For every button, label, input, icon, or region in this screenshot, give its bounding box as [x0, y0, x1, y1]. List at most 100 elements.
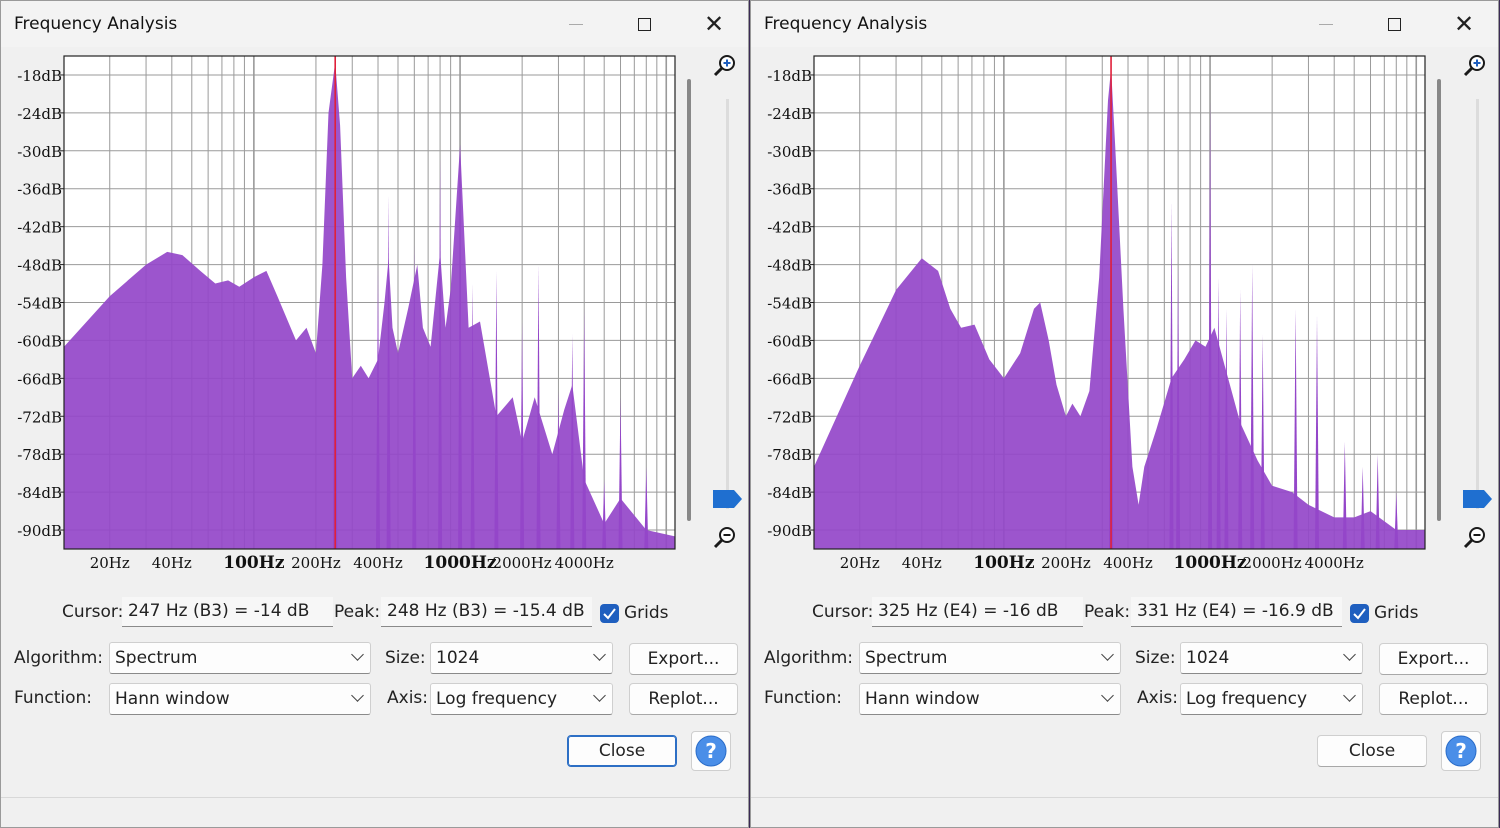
chevron-down-icon [1343, 689, 1356, 702]
cursor-value-field[interactable]: 247 Hz (B3) = -14 dB [122, 597, 333, 627]
spectrum-spike [1360, 466, 1365, 549]
close-window-button[interactable]: ✕ [1429, 1, 1498, 47]
spectrum-spike [1208, 100, 1213, 549]
y-tick-label: -60dB [17, 332, 62, 350]
status-bar-divider [751, 797, 1498, 798]
chevron-down-icon [1101, 689, 1114, 702]
cursor-value-field[interactable]: 325 Hz (E4) = -16 dB [872, 597, 1083, 627]
spectrum-plot[interactable]: -18dB -24dB -30dB -36dB -42dB -48dB -54dB -60dB… [751, 47, 1451, 587]
minimize-button[interactable] [541, 1, 611, 47]
close-button[interactable]: Close [567, 735, 677, 767]
zoom-slider-thumb[interactable] [713, 490, 742, 508]
zoom-in-icon[interactable] [1462, 53, 1488, 79]
grids-checkbox[interactable] [1350, 604, 1369, 623]
cursor-label: Cursor: [812, 602, 874, 622]
close-window-button[interactable]: ✕ [679, 1, 748, 47]
chevron-down-icon [593, 689, 606, 702]
algorithm-label: Algorithm: [764, 648, 853, 668]
y-tick-label: -48dB [767, 257, 812, 275]
function-value: Hann window [115, 689, 230, 709]
zoom-slider-thumb[interactable] [1463, 490, 1492, 508]
axis-select[interactable]: Log frequency [430, 683, 613, 715]
grids-checkbox[interactable] [600, 604, 619, 623]
algorithm-select[interactable]: Spectrum [859, 642, 1121, 674]
function-label: Function: [14, 688, 93, 708]
zoom-slider-track[interactable] [1476, 99, 1479, 509]
peak-value-field[interactable]: 331 Hz (E4) = -16.9 dB [1131, 597, 1342, 627]
function-value: Hann window [865, 689, 980, 709]
checkmark-icon [1353, 608, 1366, 620]
y-tick-label: -36dB [17, 181, 62, 199]
size-select[interactable]: 1024 [430, 642, 613, 674]
minimize-icon [569, 23, 583, 25]
replot-button[interactable]: Replot... [1379, 683, 1488, 715]
grids-label: Grids [1374, 603, 1419, 623]
y-tick-label: -48dB [17, 257, 62, 275]
size-value: 1024 [436, 648, 480, 668]
help-button[interactable]: ? [691, 731, 731, 771]
export-button[interactable]: Export... [1379, 643, 1488, 675]
title-bar[interactable]: Frequency Analysis ✕ [751, 1, 1498, 47]
zoom-out-icon[interactable] [1462, 525, 1488, 551]
y-tick-label: -54dB [767, 295, 812, 313]
spectrum-spikes [1109, 68, 1399, 549]
maximize-button[interactable] [609, 1, 679, 47]
replot-button[interactable]: Replot... [629, 683, 738, 715]
title-bar[interactable]: Frequency Analysis ✕ [1, 1, 748, 47]
x-tick-label: 200Hz [1041, 554, 1091, 572]
zoom-in-icon[interactable] [712, 53, 738, 79]
spectrum-spike [1394, 492, 1399, 549]
spectrum-spike [376, 264, 380, 549]
x-tick-label: 4000Hz [555, 554, 614, 572]
zoom-out-icon[interactable] [712, 525, 738, 551]
help-button[interactable]: ? [1441, 731, 1481, 771]
svg-text:?: ? [1455, 739, 1467, 763]
vertical-scrollbar[interactable] [1437, 79, 1441, 521]
spectrum-area [814, 68, 1425, 549]
svg-text:?: ? [705, 739, 717, 763]
chevron-down-icon [351, 648, 364, 661]
y-tick-label: -78dB [17, 446, 62, 464]
peak-value-field[interactable]: 248 Hz (B3) = -15.4 dB [381, 597, 592, 627]
algorithm-select[interactable]: Spectrum [109, 642, 371, 674]
spectrum-plot[interactable]: -18dB -24dB -30dB -36dB -42dB -48dB -54dB -60dB… [1, 47, 701, 587]
x-tick-label: 100Hz [223, 553, 285, 573]
x-tick-label: 1000Hz [424, 553, 497, 573]
size-value: 1024 [1186, 648, 1230, 668]
minimize-button[interactable] [1291, 1, 1361, 47]
x-tick-label: 40Hz [152, 554, 192, 572]
zoom-slider-track[interactable] [726, 99, 729, 509]
function-select[interactable]: Hann window [859, 683, 1121, 715]
y-tick-label: -66dB [17, 370, 62, 388]
close-button[interactable]: Close [1317, 735, 1427, 767]
function-select[interactable]: Hann window [109, 683, 371, 715]
y-tick-label: -72dB [767, 408, 812, 426]
export-button[interactable]: Export... [629, 643, 738, 675]
y-tick-label: -54dB [17, 295, 62, 313]
chevron-down-icon [1101, 648, 1114, 661]
axis-select[interactable]: Log frequency [1180, 683, 1363, 715]
frequency-analysis-window-2: Frequency Analysis ✕ -18dB -24dB -30dB -36d… [750, 0, 1499, 828]
x-tick-label: 2000Hz [493, 554, 552, 572]
y-tick-label: -36dB [767, 181, 812, 199]
y-tick-label: -18dB [17, 67, 62, 85]
spectrum-spike [1250, 264, 1255, 549]
y-tick-label: -18dB [767, 67, 812, 85]
spectrum-spike [1216, 277, 1221, 549]
spectrum-spike [386, 195, 391, 549]
spectrum-spike [470, 283, 475, 549]
vertical-scrollbar[interactable] [687, 79, 691, 521]
spectrum-spike [1224, 308, 1229, 549]
algorithm-value: Spectrum [115, 648, 198, 668]
maximize-button[interactable] [1359, 1, 1429, 47]
size-label: Size: [1135, 648, 1176, 668]
spectrum-spike [520, 321, 525, 549]
spectrum-spike [412, 245, 417, 549]
maximize-icon [637, 17, 651, 31]
size-select[interactable]: 1024 [1180, 642, 1363, 674]
peak-label: Peak: [334, 602, 381, 622]
algorithm-value: Spectrum [865, 648, 948, 668]
spectrum-spike [1293, 308, 1298, 549]
status-bar-divider [1, 797, 748, 798]
x-tick-label: 40Hz [902, 554, 942, 572]
